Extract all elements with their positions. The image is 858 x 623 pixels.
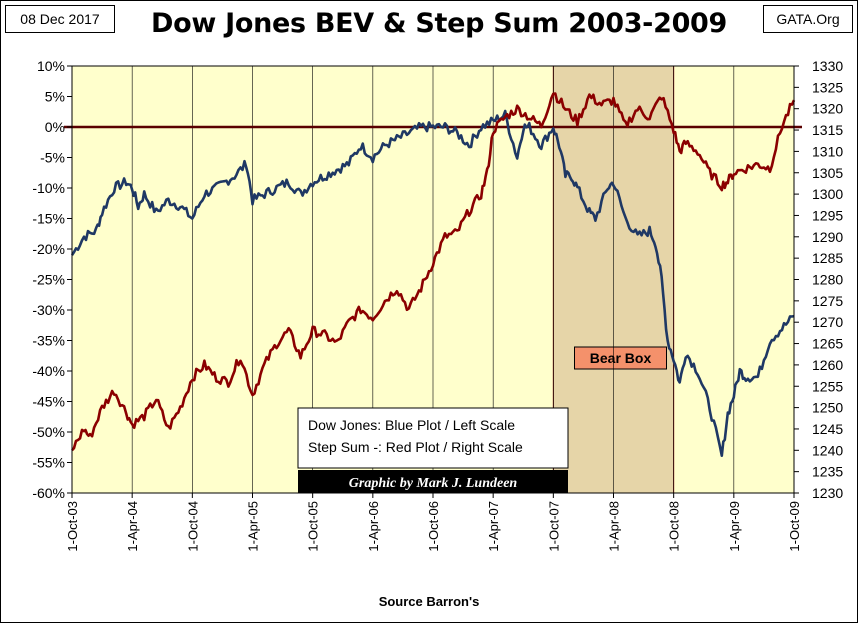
- right-tick-label: 1240: [812, 442, 843, 458]
- x-tick-label: 1-Oct-07: [546, 501, 561, 552]
- x-tick-label: 1-Oct-08: [667, 501, 682, 552]
- x-tick-label: 1-Oct-04: [185, 501, 200, 552]
- legend-box: [297, 407, 569, 469]
- left-tick-label: 0%: [45, 119, 65, 135]
- right-tick-label: 1260: [812, 357, 843, 373]
- date-label: 08 Dec 2017: [5, 5, 115, 33]
- legend-line-red: Step Sum -: Red Plot / Right Scale: [308, 439, 523, 455]
- bear-box-label-bg: [574, 346, 667, 370]
- right-tick-label: 1255: [812, 378, 843, 394]
- x-tick-label: 1-Apr-06: [366, 501, 381, 552]
- right-tick-label: 1295: [812, 207, 843, 223]
- x-tick-label: 1-Apr-07: [486, 501, 501, 552]
- right-tick-label: 1330: [812, 58, 843, 74]
- bear-box-label: Bear Box: [590, 350, 652, 366]
- left-tick-label: -60%: [32, 485, 65, 501]
- x-tick-label: 1-Apr-09: [727, 501, 742, 552]
- x-tick-label: 1-Oct-05: [306, 501, 321, 552]
- left-tick-label: -55%: [32, 455, 65, 471]
- right-tick-label: 1265: [812, 336, 843, 352]
- legend: Dow Jones: Blue Plot / Left Scale Step S…: [297, 407, 569, 493]
- left-tick-label: -30%: [32, 302, 65, 318]
- legend-line-blue: Dow Jones: Blue Plot / Left Scale: [308, 417, 515, 433]
- right-tick-label: 1230: [812, 485, 843, 501]
- right-tick-label: 1280: [812, 272, 843, 288]
- series-dow-jones-line: [70, 109, 795, 457]
- right-tick-label: 1290: [812, 229, 843, 245]
- right-tick-label: 1305: [812, 165, 843, 181]
- source-tag: GATA.Org: [763, 5, 853, 33]
- x-tick-label: 1-Oct-06: [426, 501, 441, 552]
- left-tick-label: -10%: [32, 180, 65, 196]
- x-tick-label: 1-Apr-08: [607, 501, 622, 552]
- axes: 10% 5% 0% -5% -10% -15% -20% -25% -30% -35% -40% -4…: [32, 58, 843, 552]
- right-tick-label: 1275: [812, 293, 843, 309]
- series-step-sum-line: [71, 92, 796, 452]
- left-tick-label: -35%: [32, 333, 65, 349]
- right-tick-label: 1325: [812, 79, 843, 95]
- right-tick-label: 1270: [812, 314, 843, 330]
- left-tick-label: -20%: [32, 241, 65, 257]
- left-tick-label: -45%: [32, 394, 65, 410]
- right-tick-label: 1285: [812, 250, 843, 266]
- x-tick-label: 1-Apr-04: [125, 501, 140, 552]
- credit-text: Graphic by Mark J. Lundeen: [349, 476, 518, 491]
- chart-title: Dow Jones BEV & Step Sum 2003-2009: [150, 8, 728, 39]
- left-tick-label: -5%: [40, 150, 65, 166]
- right-tick-label: 1300: [812, 186, 843, 202]
- right-tick-label: 1250: [812, 400, 843, 416]
- x-tick-label: 1-Oct-03: [65, 501, 80, 552]
- left-tick-label: -15%: [32, 211, 65, 227]
- right-tick-label: 1320: [812, 101, 843, 117]
- series-lines: [70, 92, 796, 457]
- left-tick-label: 5%: [45, 89, 65, 105]
- right-tick-label: 1315: [812, 122, 843, 138]
- right-tick-label: 1310: [812, 143, 843, 159]
- x-tick-label: 1-Oct-09: [787, 501, 802, 552]
- right-tick-label: 1245: [812, 421, 843, 437]
- x-axis-label: Source Barron's: [378, 594, 480, 609]
- credit-box: [298, 470, 568, 493]
- left-tick-label: -50%: [32, 424, 65, 440]
- left-tick-label: -40%: [32, 363, 65, 379]
- left-tick-label: 10%: [37, 58, 65, 74]
- right-tick-label: 1235: [812, 464, 843, 480]
- x-tick-label: 1-Apr-05: [246, 501, 261, 552]
- left-tick-label: -25%: [32, 272, 65, 288]
